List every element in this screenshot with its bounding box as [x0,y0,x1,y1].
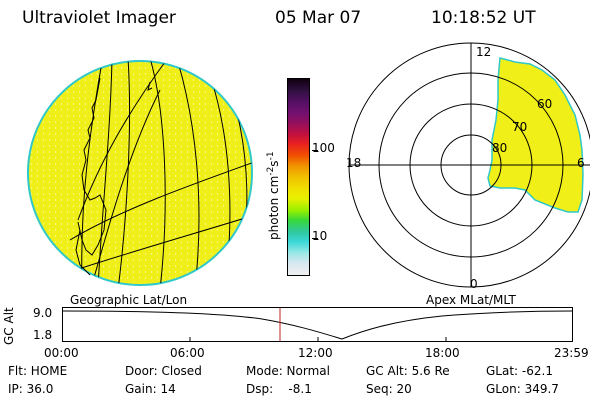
gc-altitude: GC Alt: 5.6 Re [366,364,450,378]
mode-status: Mode: Normal [246,364,330,378]
mlt-label-6: 6 [577,156,585,170]
mlat-label-60: 60 [537,97,553,111]
polar-caption: Apex MLat/MLT [426,293,516,307]
flight-mode: Flt: HOME [8,364,68,378]
time-tick-1800: 18:00 [425,346,460,360]
altitude-timeline-plot [62,307,573,342]
geographic-image-panel [27,60,253,286]
timeline-y-low: 1.8 [33,328,53,342]
colorbar-tick-10: 10 [312,229,328,243]
observation-date: 05 Mar 07 [275,8,362,28]
time-tick-2359: 23:59 [554,346,589,360]
polar-plot-panel [348,42,590,288]
ip-value: IP: 36.0 [8,382,54,396]
observation-time: 10:18:52 UT [431,8,536,28]
altitude-curve [62,310,573,340]
instrument-title: Ultraviolet Imager [22,8,176,28]
time-tick-0000: 00:00 [44,346,79,360]
timeline-ticks [62,337,573,341]
mlt-label-12: 12 [476,45,492,59]
sequence-number: Seq: 20 [366,382,412,396]
aurora-region [487,57,584,213]
color-scale-bar [287,78,310,276]
mlat-label-70: 70 [512,120,528,134]
mlat-label-80: 80 [492,141,508,155]
time-tick-1200: 12:00 [298,346,333,360]
mlt-label-0: 0 [470,277,478,291]
geographic-caption: Geographic Lat/Lon [70,293,188,307]
colorbar-unit-label: photon cm-2s-1 [266,151,281,240]
timeline-frame [62,307,573,342]
gain-value: Gain: 14 [125,382,176,396]
mlt-label-18: 18 [346,156,362,170]
timeline-axis-label: GC Alt [2,307,16,345]
dsp-value: Dsp: -8.1 [246,382,312,396]
geo-longitude: GLon: 349.7 [486,382,559,396]
colorbar-tick-mark-100 [312,150,318,151]
door-status: Door: Closed [125,364,202,378]
geo-latitude: GLat: -62.1 [486,364,553,378]
colorbar-tick-100: 100 [312,141,335,155]
colorbar-tick-mark-10 [312,238,318,239]
earth-disk [27,60,253,286]
coastline [75,77,153,276]
time-tick-0600: 06:00 [170,346,205,360]
timeline-y-high: 9.0 [33,306,53,320]
polar-grid [348,42,590,288]
